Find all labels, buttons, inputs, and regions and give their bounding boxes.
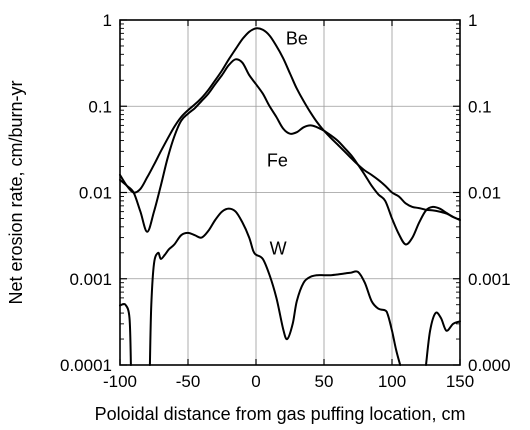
x-tick-label: 50 (315, 372, 334, 391)
grid-layer (120, 20, 460, 365)
y-tick-label-left: 1 (103, 11, 112, 30)
series-label-w: W (270, 239, 287, 259)
y-tick-label-right: 1 (468, 11, 477, 30)
x-tick-label: -100 (103, 372, 137, 391)
y-tick-label-left: 0.001 (69, 270, 112, 289)
x-tick-label: 150 (446, 372, 474, 391)
x-tick-label: -50 (176, 372, 201, 391)
y-tick-label-left: 0.01 (79, 184, 112, 203)
y-tick-label-left: 0.1 (88, 97, 112, 116)
x-tick-label: 0 (251, 372, 260, 391)
series-label-fe: Fe (267, 151, 288, 171)
series-line-be (119, 27, 461, 221)
y-tick-label-right: 0.01 (468, 184, 501, 203)
series-line-w-segment-1 (119, 302, 132, 366)
y-tick-label-right: 0.1 (468, 97, 492, 116)
tick-layer: -100 -50 0 50 100 150 0.0001 0.000 0.001 0.001 0.0… (60, 11, 511, 391)
annotation-layer: Be Fe W (267, 28, 308, 258)
series-layer (119, 27, 461, 366)
y-axis-title: Net erosion rate, cm/burn-yr (6, 80, 26, 304)
series-line-w-segment-3 (425, 311, 461, 366)
y-tick-label-left: 0.0001 (60, 356, 112, 375)
series-line-fe (119, 58, 461, 246)
series-label-be: Be (286, 28, 308, 48)
x-tick-label: 100 (378, 372, 406, 391)
x-axis-title: Poloidal distance from gas puffing locat… (95, 404, 466, 424)
y-tick-label-right: 0.001 (468, 270, 511, 289)
series-line-w-segment-2 (148, 207, 402, 366)
y-tick-label-right: 0.000 (468, 356, 511, 375)
